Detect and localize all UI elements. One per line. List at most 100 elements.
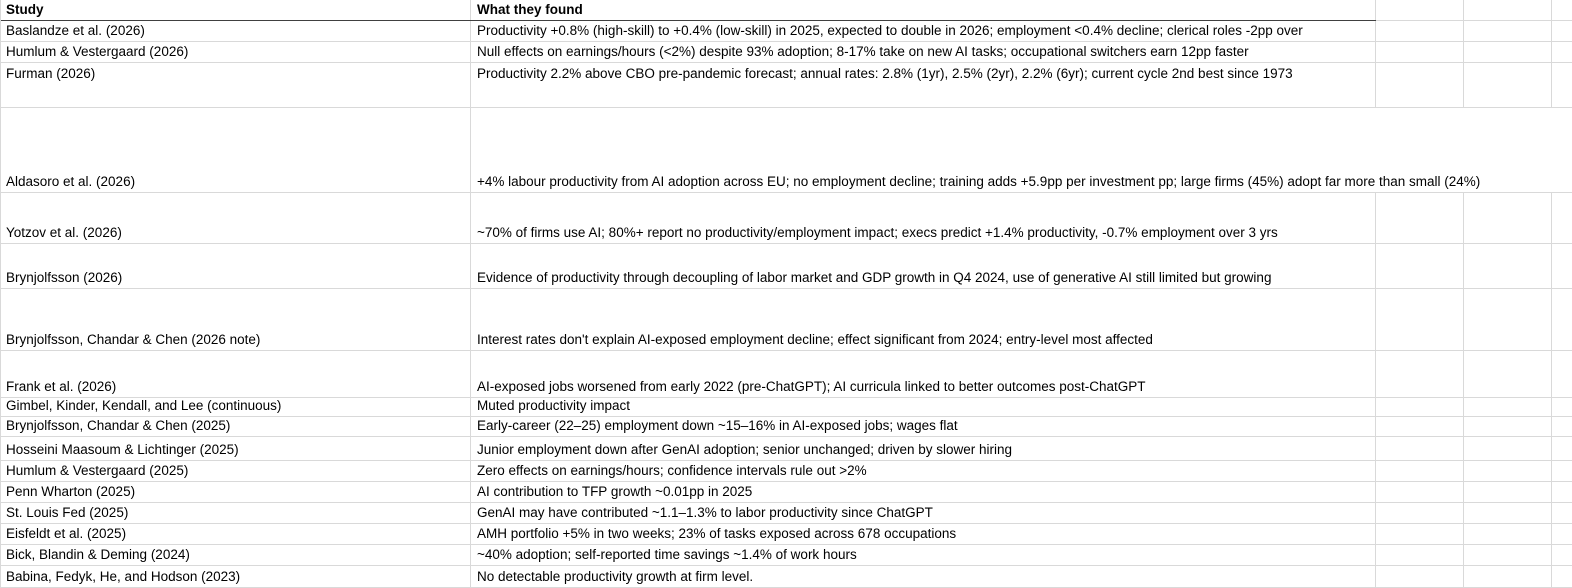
- gridline: [1463, 482, 1464, 502]
- study-name: Frank et al. (2026): [6, 379, 117, 394]
- gridline: [1375, 63, 1376, 107]
- found-text: AMH portfolio +5% in two weeks; 23% of t…: [477, 526, 957, 541]
- column-header-study: Study: [6, 2, 44, 17]
- found-text: Productivity +0.8% (high-skill) to +0.4%…: [477, 23, 1303, 38]
- table-row: Eisfeldt et al. (2025) AMH portfolio +5% …: [1, 524, 1572, 545]
- study-cell[interactable]: Baslandze et al. (2026): [1, 21, 471, 41]
- table-row: Brynjolfsson, Chandar & Chen (2026 note)…: [1, 289, 1572, 351]
- study-cell[interactable]: Gimbel, Kinder, Kendall, and Lee (contin…: [1, 398, 471, 416]
- study-cell[interactable]: Yotzov et al. (2026): [1, 193, 471, 243]
- found-cell[interactable]: ~70% of firms use AI; 80%+ report no pro…: [471, 193, 1375, 243]
- gridline: [1551, 0, 1552, 20]
- study-name: Yotzov et al. (2026): [6, 225, 122, 240]
- found-text: Junior employment down after GenAI adopt…: [477, 442, 1013, 457]
- found-cell[interactable]: Interest rates don't explain AI-exposed …: [471, 289, 1375, 350]
- gridline: [1375, 566, 1376, 587]
- found-cell[interactable]: Null effects on earnings/hours (<2%) des…: [471, 42, 1375, 62]
- gridline: [1463, 545, 1464, 565]
- found-cell[interactable]: No detectable productivity growth at fir…: [471, 566, 1375, 587]
- gridline: [1375, 193, 1376, 243]
- found-cell[interactable]: Early-career (22–25) employment down ~15…: [471, 417, 1375, 436]
- study-cell[interactable]: Furman (2026): [1, 63, 471, 107]
- table-row: Humlum & Vestergaard (2026) Null effects …: [1, 42, 1572, 63]
- gridline: [1375, 545, 1376, 565]
- gridline: [1463, 42, 1464, 62]
- found-cell[interactable]: Productivity +0.8% (high-skill) to +0.4%…: [471, 21, 1375, 41]
- gridline: [1551, 437, 1552, 460]
- gridline: [1463, 351, 1464, 397]
- table-row: Furman (2026) Productivity 2.2% above CBO…: [1, 63, 1572, 108]
- found-cell[interactable]: AMH portfolio +5% in two weeks; 23% of t…: [471, 524, 1375, 544]
- gridline: [1375, 524, 1376, 544]
- study-name: Baslandze et al. (2026): [6, 23, 145, 38]
- found-cell[interactable]: Productivity 2.2% above CBO pre-pandemic…: [471, 63, 1375, 107]
- study-name: Bick, Blandin & Deming (2024): [6, 547, 190, 562]
- found-text: GenAI may have contributed ~1.1–1.3% to …: [477, 505, 933, 520]
- found-text: Null effects on earnings/hours (<2%) des…: [477, 44, 1249, 59]
- study-cell[interactable]: Humlum & Vestergaard (2026): [1, 42, 471, 62]
- study-cell[interactable]: Brynjolfsson (2026): [1, 244, 471, 288]
- gridline: [1463, 289, 1464, 350]
- gridline: [1375, 503, 1376, 523]
- column-header-found: What they found: [477, 2, 583, 17]
- study-cell[interactable]: Bick, Blandin & Deming (2024): [1, 545, 471, 565]
- found-text: ~40% adoption; self-reported time saving…: [477, 547, 857, 562]
- study-cell[interactable]: Hosseini Maasoum & Lichtinger (2025): [1, 437, 471, 460]
- study-cell[interactable]: Eisfeldt et al. (2025): [1, 524, 471, 544]
- found-cell[interactable]: ~40% adoption; self-reported time saving…: [471, 545, 1375, 565]
- gridline: [1551, 417, 1552, 436]
- table-row: Brynjolfsson (2026) Evidence of productiv…: [1, 244, 1572, 289]
- study-cell[interactable]: Penn Wharton (2025): [1, 482, 471, 502]
- gridline: [1463, 0, 1464, 20]
- found-text: Zero effects on earnings/hours; confiden…: [477, 463, 867, 478]
- table-row: Babina, Fedyk, He, and Hodson (2023) No d…: [1, 566, 1572, 588]
- gridline: [1463, 244, 1464, 288]
- found-text: No detectable productivity growth at fir…: [477, 569, 754, 584]
- found-text: AI-exposed jobs worsened from early 2022…: [477, 379, 1146, 394]
- gridline: [1551, 545, 1552, 565]
- study-cell[interactable]: Babina, Fedyk, He, and Hodson (2023): [1, 566, 471, 587]
- found-text: Productivity 2.2% above CBO pre-pandemic…: [477, 66, 1293, 81]
- study-name: Aldasoro et al. (2026): [6, 174, 136, 189]
- study-name: Babina, Fedyk, He, and Hodson (2023): [6, 569, 241, 584]
- found-cell[interactable]: Muted productivity impact: [471, 398, 1375, 416]
- gridline: [1375, 482, 1376, 502]
- table-row: Frank et al. (2026) AI-exposed jobs worse…: [1, 351, 1572, 398]
- gridline: [1463, 417, 1464, 436]
- found-cell[interactable]: Junior employment down after GenAI adopt…: [471, 437, 1375, 460]
- column-header-found-cell[interactable]: What they found: [471, 0, 1375, 20]
- study-cell[interactable]: Humlum & Vestergaard (2025): [1, 461, 471, 481]
- found-text: Muted productivity impact: [477, 398, 631, 413]
- gridline: [1551, 244, 1552, 288]
- study-cell[interactable]: Aldasoro et al. (2026): [1, 108, 471, 192]
- study-cell[interactable]: Brynjolfsson, Chandar & Chen (2025): [1, 417, 471, 436]
- column-header-study-cell[interactable]: Study: [1, 0, 471, 20]
- found-text: ~70% of firms use AI; 80%+ report no pro…: [477, 225, 1278, 240]
- found-cell[interactable]: +4% labour productivity from AI adoption…: [471, 108, 1480, 192]
- study-name: Brynjolfsson (2026): [6, 270, 123, 285]
- gridline: [1375, 289, 1376, 350]
- study-name: Brynjolfsson, Chandar & Chen (2025): [6, 418, 231, 433]
- found-text: Evidence of productivity through decoupl…: [477, 270, 1272, 285]
- found-cell[interactable]: GenAI may have contributed ~1.1–1.3% to …: [471, 503, 1375, 523]
- table-row: Hosseini Maasoum & Lichtinger (2025) Juni…: [1, 437, 1572, 461]
- study-cell[interactable]: Frank et al. (2026): [1, 351, 471, 397]
- study-name: St. Louis Fed (2025): [6, 505, 129, 520]
- gridline: [1375, 21, 1376, 41]
- study-name: Hosseini Maasoum & Lichtinger (2025): [6, 442, 239, 457]
- gridline: [1551, 42, 1552, 62]
- gridline: [1375, 398, 1376, 416]
- found-cell[interactable]: Evidence of productivity through decoupl…: [471, 244, 1375, 288]
- found-text: Early-career (22–25) employment down ~15…: [477, 418, 958, 433]
- found-cell[interactable]: Zero effects on earnings/hours; confiden…: [471, 461, 1375, 481]
- table-row: Aldasoro et al. (2026) +4% labour product…: [1, 108, 1572, 193]
- gridline: [1551, 193, 1552, 243]
- found-cell[interactable]: AI-exposed jobs worsened from early 2022…: [471, 351, 1375, 397]
- study-cell[interactable]: St. Louis Fed (2025): [1, 503, 471, 523]
- gridline: [1463, 398, 1464, 416]
- gridline: [1551, 21, 1552, 41]
- found-cell[interactable]: AI contribution to TFP growth ~0.01pp in…: [471, 482, 1375, 502]
- study-cell[interactable]: Brynjolfsson, Chandar & Chen (2026 note): [1, 289, 471, 350]
- gridline: [1375, 244, 1376, 288]
